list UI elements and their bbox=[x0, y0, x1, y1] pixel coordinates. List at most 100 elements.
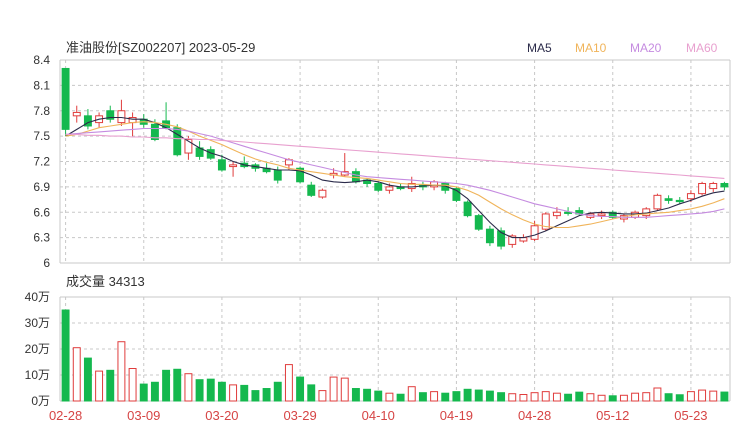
volume-bar bbox=[564, 393, 573, 402]
ma-lines bbox=[65, 116, 725, 239]
volume-bar bbox=[139, 383, 148, 402]
volume-bar bbox=[117, 341, 126, 402]
volume-bar bbox=[631, 392, 640, 402]
volume-axis-labels: 40万 30万 20万 10万 0万 bbox=[25, 290, 50, 408]
candle-body bbox=[229, 164, 238, 168]
legend-ma20: MA20 bbox=[630, 41, 662, 55]
date-labels: 02-28 03-09 03-20 03-29 04-10 04-19 04-28 05-12… bbox=[49, 408, 708, 423]
ma-line-ma20 bbox=[65, 127, 725, 218]
volume-bar bbox=[95, 370, 104, 402]
candle-body bbox=[564, 211, 573, 214]
volume-tick-label: 10万 bbox=[25, 368, 50, 382]
volume-bar bbox=[217, 381, 226, 402]
candle-body bbox=[508, 235, 517, 245]
candle-body bbox=[61, 67, 70, 130]
volume-bar bbox=[240, 384, 249, 402]
ma-line-ma60 bbox=[65, 133, 725, 179]
chart-title: 准油股份[SZ002207] 2023-05-29 bbox=[66, 40, 255, 55]
candle-body bbox=[385, 186, 394, 191]
date-label: 05-23 bbox=[674, 408, 707, 423]
volume-bar bbox=[284, 364, 293, 402]
volume-bar bbox=[485, 390, 494, 402]
legend-ma5: MA5 bbox=[527, 41, 552, 55]
candle-body bbox=[720, 182, 729, 188]
volume-bar bbox=[162, 369, 171, 402]
volume-bar bbox=[229, 384, 238, 402]
volume-bar bbox=[251, 390, 260, 402]
volume-bar bbox=[173, 368, 182, 402]
volume-label: 成交量 34313 bbox=[66, 274, 145, 289]
volume-bar bbox=[519, 394, 528, 402]
volume-bar bbox=[474, 389, 483, 402]
candle-body bbox=[374, 182, 383, 191]
candle-body bbox=[597, 213, 606, 217]
volume-bar bbox=[653, 387, 662, 402]
volume-bar bbox=[385, 392, 394, 402]
volume-bar bbox=[686, 391, 695, 402]
candle-body bbox=[351, 171, 360, 183]
volume-bar bbox=[452, 391, 461, 402]
date-label: 05-12 bbox=[596, 408, 629, 423]
price-tick-label: 8.4 bbox=[33, 53, 50, 67]
volume-bar bbox=[664, 393, 673, 402]
candle-body bbox=[307, 184, 316, 196]
candle-body bbox=[552, 211, 561, 217]
volume-bar bbox=[698, 389, 707, 402]
date-label: 03-09 bbox=[127, 408, 160, 423]
volume-tick-label: 20万 bbox=[25, 342, 50, 356]
volume-bar bbox=[675, 394, 684, 402]
volume-bar bbox=[307, 384, 316, 402]
volume-bar bbox=[340, 377, 349, 402]
candle-body bbox=[653, 194, 662, 210]
candle-body bbox=[686, 193, 695, 200]
candle-body bbox=[485, 228, 494, 244]
volume-bar bbox=[318, 390, 327, 402]
volume-bar bbox=[61, 309, 70, 402]
volume-bar bbox=[552, 392, 561, 402]
candle-body bbox=[709, 182, 718, 190]
volume-bar bbox=[195, 379, 204, 402]
volume-bar bbox=[720, 391, 729, 402]
candles bbox=[61, 67, 729, 250]
ma-line-ma5 bbox=[65, 116, 725, 239]
legend-ma60: MA60 bbox=[686, 41, 718, 55]
volume-bar bbox=[296, 376, 305, 402]
date-label: 04-28 bbox=[518, 408, 551, 423]
volume-bar bbox=[709, 390, 718, 402]
volume-bar bbox=[441, 392, 450, 402]
volume-bar bbox=[497, 392, 506, 402]
volume-bar bbox=[463, 388, 472, 402]
volume-bar bbox=[351, 388, 360, 402]
date-label: 02-28 bbox=[49, 408, 82, 423]
volume-bar bbox=[619, 394, 628, 402]
candle-body bbox=[430, 181, 439, 188]
volume-tick-label: 30万 bbox=[25, 316, 50, 330]
candle-body bbox=[117, 110, 126, 124]
date-label: 04-10 bbox=[362, 408, 395, 423]
volume-bar bbox=[575, 391, 584, 402]
candle-body bbox=[106, 110, 115, 120]
candle-body bbox=[698, 182, 707, 195]
volume-bars bbox=[61, 309, 729, 402]
volume-bar bbox=[642, 392, 651, 402]
price-tick-label: 7.2 bbox=[33, 155, 50, 169]
candle-body bbox=[530, 225, 539, 240]
volume-bar bbox=[184, 373, 193, 402]
candle-body bbox=[72, 111, 81, 117]
candle-body bbox=[407, 182, 416, 190]
volume-bar bbox=[72, 347, 81, 402]
price-grid bbox=[59, 59, 731, 401]
volume-bar bbox=[262, 388, 271, 402]
candle-body bbox=[474, 215, 483, 230]
volume-bar bbox=[273, 381, 282, 402]
date-label: 03-20 bbox=[205, 408, 238, 423]
volume-bar bbox=[83, 357, 92, 402]
price-tick-label: 6.9 bbox=[33, 180, 50, 194]
date-label: 03-29 bbox=[283, 408, 316, 423]
volume-bar bbox=[374, 390, 383, 402]
price-tick-label: 6.6 bbox=[33, 205, 50, 219]
legend-ma10: MA10 bbox=[575, 41, 607, 55]
volume-bar bbox=[363, 388, 372, 402]
volume-bar bbox=[508, 393, 517, 402]
